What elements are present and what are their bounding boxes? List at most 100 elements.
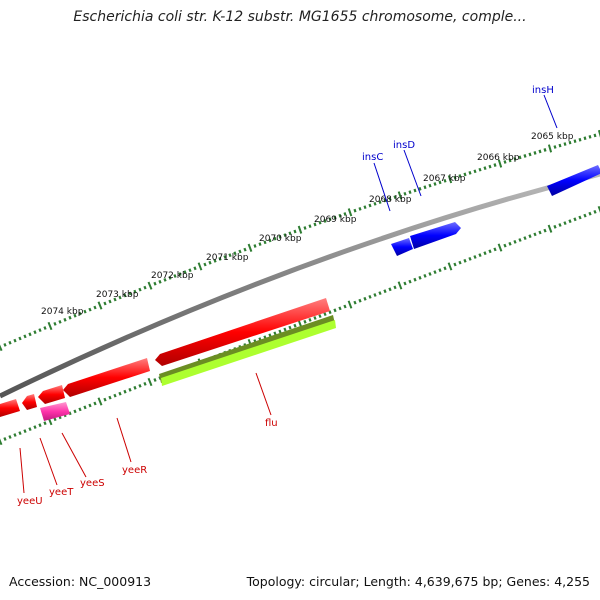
minor-tick-mark (23, 334, 27, 339)
minor-tick-mark (143, 285, 147, 290)
minor-tick-mark (93, 401, 97, 406)
minor-tick-mark (393, 195, 397, 199)
minor-tick-mark (503, 160, 507, 164)
gene-insD-feature[interactable] (410, 222, 461, 249)
minor-tick-mark (28, 427, 32, 432)
minor-tick-mark (513, 157, 517, 161)
minor-tick-mark (553, 224, 557, 229)
minor-tick-mark (558, 223, 562, 227)
minor-tick-mark (333, 215, 337, 220)
minor-tick-mark (458, 174, 462, 178)
minor-tick-mark (473, 169, 477, 174)
minor-tick-mark (143, 381, 147, 386)
major-tick-mark (247, 243, 253, 252)
minor-tick-mark (493, 247, 497, 252)
cds-flu-feature-light[interactable] (161, 320, 336, 386)
minor-tick-mark (563, 221, 567, 226)
gene-label-yeeT[interactable]: yeeT (49, 487, 74, 498)
genome-summary-text: Topology: circular; Length: 4,639,675 bp… (246, 574, 590, 589)
chromosome-backbone (0, 171, 600, 399)
minor-tick-mark (63, 317, 67, 322)
major-tick-mark (597, 129, 600, 138)
outer-tick-ring (0, 129, 600, 352)
minor-tick-mark (343, 304, 347, 309)
minor-tick-mark (183, 270, 187, 275)
major-tick-mark (297, 225, 303, 234)
minor-tick-mark (363, 296, 367, 301)
minor-tick-mark (403, 281, 407, 286)
minor-tick-mark (18, 431, 22, 436)
minor-tick-mark (283, 327, 287, 332)
gene-flu-feature[interactable] (155, 298, 330, 366)
minor-tick-mark (578, 215, 582, 220)
minor-tick-mark (423, 273, 427, 278)
gene-insH-feature[interactable] (547, 165, 600, 196)
gene-yeeR-feature[interactable] (63, 358, 150, 397)
gene-label-yeeU[interactable]: yeeU (17, 496, 43, 507)
minor-tick-mark (453, 262, 457, 267)
minor-tick-mark (343, 212, 347, 216)
gene-label-insH[interactable]: insH (532, 85, 554, 96)
minor-tick-mark (373, 293, 377, 297)
minor-tick-mark (478, 253, 482, 258)
minor-tick-mark (528, 234, 532, 239)
major-tick-mark (0, 438, 3, 446)
minor-tick-mark (438, 268, 442, 273)
minor-tick-mark (468, 170, 472, 175)
minor-tick-mark (173, 274, 177, 278)
minor-tick-mark (533, 151, 537, 155)
gene-insC-feature[interactable] (391, 238, 413, 256)
minor-tick-mark (303, 319, 307, 324)
minor-tick-mark (138, 287, 142, 292)
gene-label-yeeS[interactable]: yeeS (80, 478, 105, 489)
minor-tick-mark (503, 243, 507, 248)
minor-tick-mark (288, 325, 292, 330)
minor-tick-mark (363, 205, 367, 210)
minor-tick-mark (68, 315, 72, 320)
gene-yeeS-feature[interactable] (38, 385, 65, 404)
cds-yeeS-feature[interactable] (40, 402, 70, 421)
minor-tick-mark (323, 219, 327, 223)
gene-label-flu[interactable]: flu (265, 418, 278, 429)
minor-tick-mark (318, 220, 322, 225)
minor-tick-mark (588, 211, 592, 216)
gene-label-yeeR[interactable]: yeeR (122, 465, 147, 476)
minor-tick-mark (483, 166, 487, 171)
minor-tick-mark (28, 332, 32, 337)
gene-yeeU-feature[interactable] (0, 399, 20, 417)
minor-tick-mark (123, 389, 127, 394)
gene-yeeT-feature[interactable] (22, 394, 37, 410)
tick-label: 2070 kbp (259, 234, 302, 244)
minor-tick-mark (433, 270, 437, 275)
minor-tick-mark (468, 256, 472, 261)
minor-tick-mark (68, 411, 72, 416)
major-tick-mark (497, 243, 503, 252)
minor-tick-mark (408, 190, 412, 195)
minor-tick-mark (293, 323, 297, 328)
minor-tick-mark (408, 279, 412, 284)
minor-tick-mark (573, 217, 577, 222)
minor-tick-mark (73, 313, 77, 318)
minor-tick-mark (353, 208, 357, 213)
minor-tick-mark (368, 203, 372, 208)
minor-tick-mark (123, 293, 127, 298)
minor-tick-mark (378, 200, 382, 204)
major-tick-mark (0, 344, 3, 352)
minor-tick-mark (103, 301, 107, 306)
gene-label-insD[interactable]: insD (393, 140, 415, 151)
minor-tick-mark (483, 251, 487, 256)
minor-tick-mark (368, 294, 372, 299)
minor-tick-mark (413, 277, 417, 282)
major-tick-mark (147, 281, 153, 290)
minor-tick-mark (273, 331, 277, 336)
tick-label: 2065 kbp (531, 132, 574, 142)
minor-tick-mark (333, 308, 337, 313)
minor-tick-mark (43, 326, 47, 330)
minor-tick-mark (288, 231, 292, 236)
gene-label-insC[interactable]: insC (362, 152, 383, 163)
minor-tick-mark (578, 137, 582, 142)
minor-tick-mark (113, 297, 117, 302)
minor-tick-mark (38, 328, 42, 333)
minor-tick-mark (133, 289, 137, 294)
minor-tick-mark (18, 336, 22, 341)
